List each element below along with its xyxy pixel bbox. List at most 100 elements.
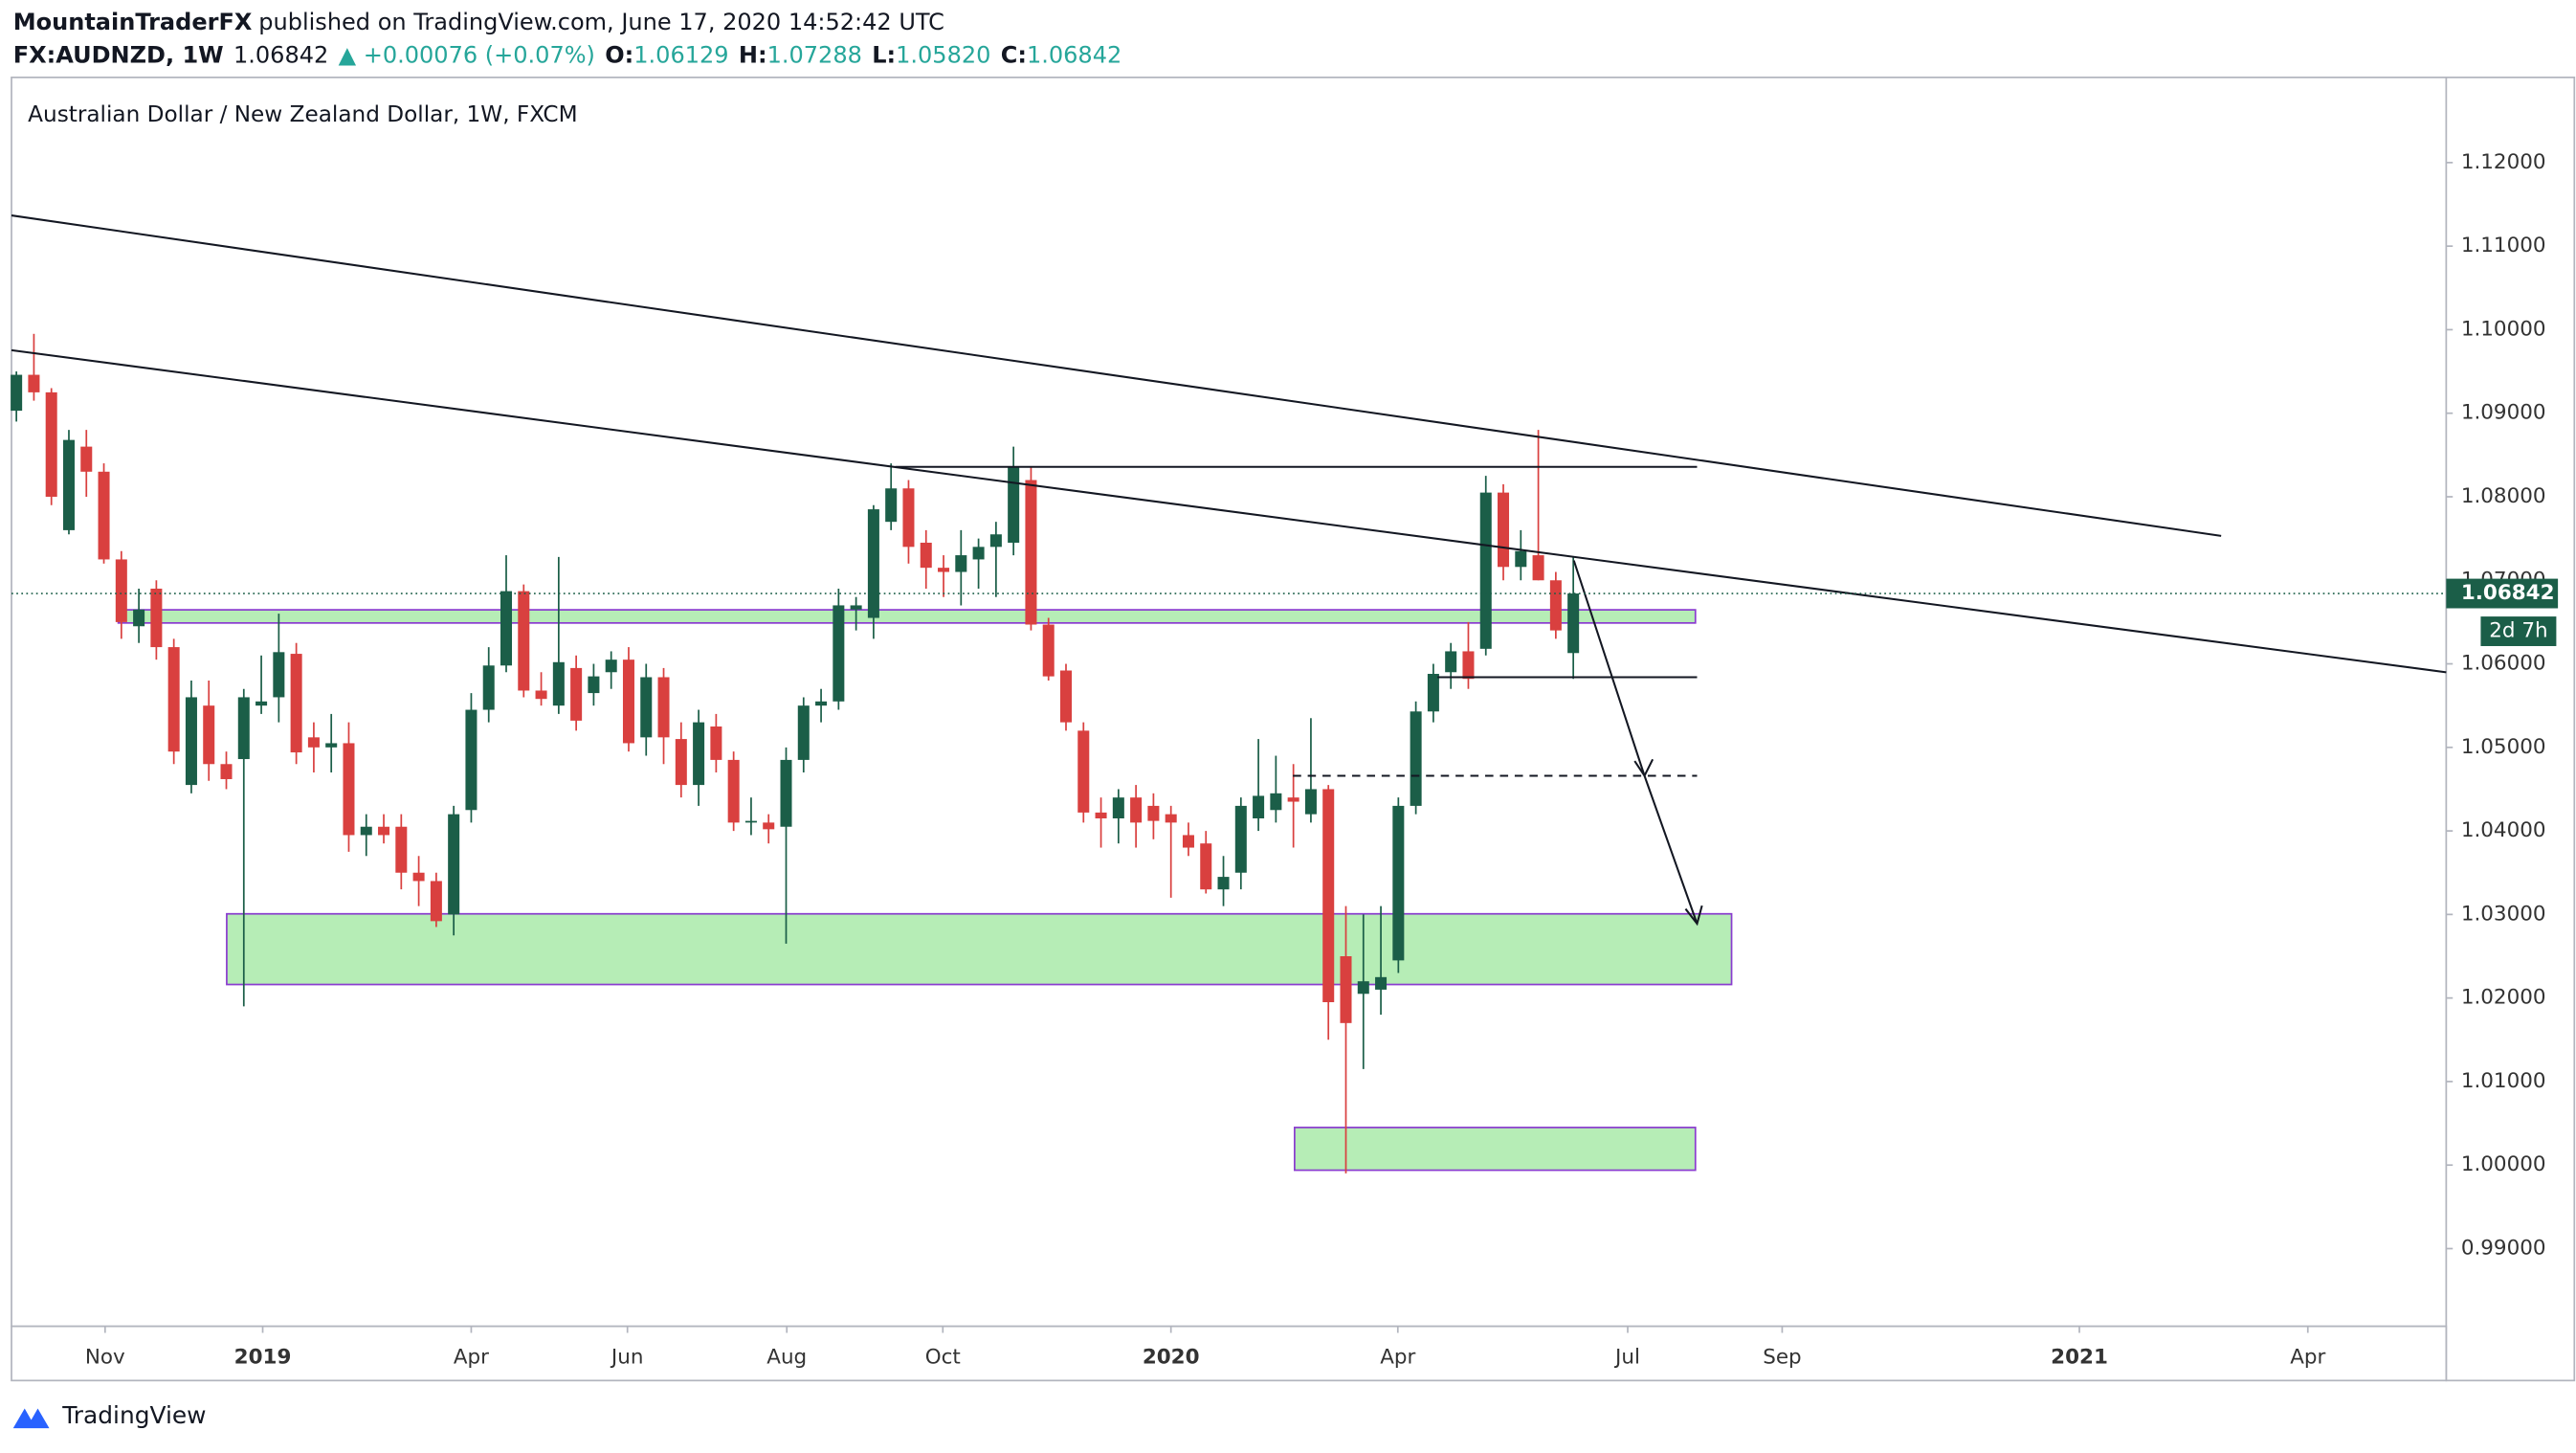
candle-body [150, 588, 163, 648]
last: 1.06842 [233, 42, 328, 69]
l-label: L: [872, 42, 896, 69]
candle-body [622, 659, 634, 744]
plot-area [11, 76, 2448, 1328]
time-axis [11, 1325, 2448, 1382]
x-tick-label: Apr [454, 1345, 489, 1369]
candle-body [1427, 674, 1439, 712]
candle-body [1392, 805, 1405, 961]
candle-body [815, 701, 828, 706]
candle-body [1532, 555, 1544, 581]
drawings [117, 609, 1733, 1172]
candle-body [797, 705, 810, 760]
candle-body [1479, 492, 1492, 649]
candle-body [343, 743, 355, 836]
candle-body [605, 659, 617, 673]
y-tick-label: 1.01000 [2461, 1069, 2546, 1093]
footer: TradingView [12, 1401, 207, 1429]
candle-body [1270, 793, 1282, 811]
candle-body [1567, 593, 1580, 654]
zone [117, 609, 1697, 624]
candle-body [185, 697, 197, 786]
candle-body [448, 814, 460, 915]
drawings-top [11, 214, 2447, 927]
candle-body [744, 820, 757, 823]
candle-body [938, 568, 950, 572]
arrow-head [1633, 758, 1654, 778]
trendline [11, 348, 2447, 674]
candle-body [1200, 843, 1212, 890]
candle-body [1498, 492, 1510, 568]
candle-body [203, 705, 215, 765]
candle-body [465, 709, 477, 811]
candle-body [535, 690, 547, 700]
o-label: O: [605, 42, 633, 69]
candle-body [273, 652, 285, 698]
candle-body [325, 743, 338, 748]
zone [1294, 1127, 1697, 1172]
l-value: 1.05820 [896, 42, 990, 69]
candle-body [98, 471, 110, 560]
x-tick-label: Aug [766, 1345, 807, 1369]
y-tick-label: 1.05000 [2461, 735, 2546, 759]
countdown: 2d 7h [2489, 619, 2547, 643]
y-tick-label: 1.00000 [2461, 1152, 2546, 1176]
candle-body [1287, 797, 1299, 802]
candle-body [867, 509, 879, 618]
candle-body [1549, 580, 1562, 631]
candle-body [1322, 789, 1335, 1003]
candle-body [1008, 467, 1020, 543]
y-tick-label: 1.02000 [2461, 986, 2546, 1010]
candle-body [133, 609, 145, 627]
candle-body [1025, 480, 1037, 625]
candle-body [290, 654, 302, 753]
candle-body [588, 676, 600, 694]
candle-body [1182, 835, 1194, 848]
chart-title: Australian Dollar / New Zealand Dollar, … [28, 101, 577, 127]
candle-body [1234, 805, 1247, 873]
x-tick-label: 2019 [234, 1345, 292, 1369]
candle-body [693, 722, 705, 786]
candle-body [657, 677, 670, 738]
candle-body [552, 661, 565, 706]
candle-body [1462, 651, 1475, 680]
candle-body [1147, 805, 1160, 821]
candle-body [920, 542, 932, 569]
c-label: C: [1001, 42, 1027, 69]
candle-body [989, 534, 1002, 548]
c-value: 1.06842 [1027, 42, 1121, 69]
y-tick-label: 1.03000 [2461, 902, 2546, 926]
candle-body [972, 547, 985, 560]
candle-body [1059, 670, 1073, 723]
candle-body [255, 701, 268, 706]
header-line-2: FX:AUDNZD, 1W 1.06842 ▲ +0.00076 (+0.07%) O… [13, 42, 1122, 69]
candle-body [395, 826, 408, 873]
candle-body [1410, 711, 1422, 806]
candle-body [1445, 651, 1457, 673]
y-tick-label: 0.99000 [2461, 1236, 2546, 1260]
candle-body [1340, 956, 1352, 1023]
candle-body [500, 591, 513, 666]
candle-body [902, 488, 915, 548]
candle-body [115, 559, 127, 622]
candle-body [710, 726, 722, 760]
candle-body [167, 647, 180, 752]
candle-body [833, 605, 845, 702]
y-tick-label: 1.08000 [2461, 484, 2546, 508]
x-tick-label: 2020 [1143, 1345, 1200, 1369]
candles [11, 333, 1580, 1174]
candle-body [412, 872, 425, 882]
y-tick-label: 1.06000 [2461, 652, 2546, 676]
candle-body [1515, 550, 1527, 568]
x-tick-label: Oct [925, 1345, 961, 1369]
candle-body [1112, 797, 1124, 818]
zone [226, 912, 1733, 986]
y-tick-label: 1.12000 [2461, 150, 2546, 174]
candle-body [1130, 797, 1143, 823]
candle-body [237, 697, 250, 760]
logo [12, 1408, 50, 1429]
x-tick-label: Jun [610, 1345, 644, 1369]
candle-body [28, 374, 40, 392]
candle-body [850, 605, 862, 610]
